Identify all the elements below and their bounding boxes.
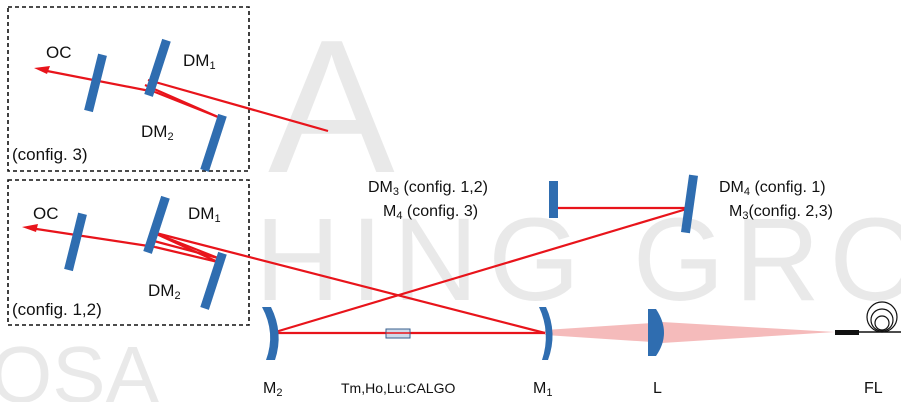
lens [648, 309, 664, 356]
watermark-middle-text: HING GRO [255, 194, 901, 326]
bottom-dm1-label: DM1 [188, 204, 221, 225]
optics [64, 38, 698, 360]
m1-label: M1 [533, 380, 552, 399]
fiber-label: FL [864, 380, 883, 397]
top-config-label: (config. 3) [12, 145, 88, 164]
top-oc-mirror [84, 53, 107, 113]
top-dm2-mirror [200, 113, 227, 172]
m4-label: M4 (config. 3) [383, 203, 478, 222]
pump-cone-left [545, 323, 652, 342]
fiber-coil-icon [835, 301, 901, 335]
bottom-dm1-mirror [143, 195, 170, 254]
inset-top-box [7, 6, 250, 172]
bottom-config-label: (config. 1,2) [12, 300, 102, 319]
dm3-label: DM3 (config. 1,2) [368, 179, 488, 198]
arrow-bottom-oc [22, 224, 38, 232]
arrow-top-oc [34, 66, 50, 74]
top-dm2-label: DM2 [141, 122, 174, 143]
laser-beam [29, 68, 691, 335]
beam-bottom-oc-out [29, 226, 156, 249]
bottom-dm2-label: DM2 [148, 281, 181, 302]
crystal [385, 328, 411, 339]
watermark-left-fragment: A [268, 1, 395, 213]
inset-bottom-box [7, 179, 250, 326]
pump-cone-right [662, 322, 835, 343]
lens-label: L [653, 380, 662, 397]
top-dm1-mirror [144, 38, 171, 97]
bottom-dm2-mirror [200, 251, 227, 310]
top-oc-label: OC [46, 43, 72, 62]
crystal-label: Tm,Ho,Lu:CALGO [341, 380, 455, 396]
watermark-bottom-left: OSA [0, 330, 160, 402]
m2-label: M2 [263, 380, 282, 399]
dm4-label: DM4 (config. 1) [719, 179, 826, 198]
m2-mirror [262, 307, 279, 360]
bottom-oc-mirror [64, 212, 87, 272]
dm3-mirror [549, 181, 558, 218]
top-dm1-label: DM1 [183, 51, 216, 72]
dm4-mirror [681, 174, 698, 234]
m1-mirror [539, 307, 553, 360]
m3-label: M3(config. 2,3) [729, 203, 833, 222]
bottom-oc-label: OC [33, 204, 59, 223]
